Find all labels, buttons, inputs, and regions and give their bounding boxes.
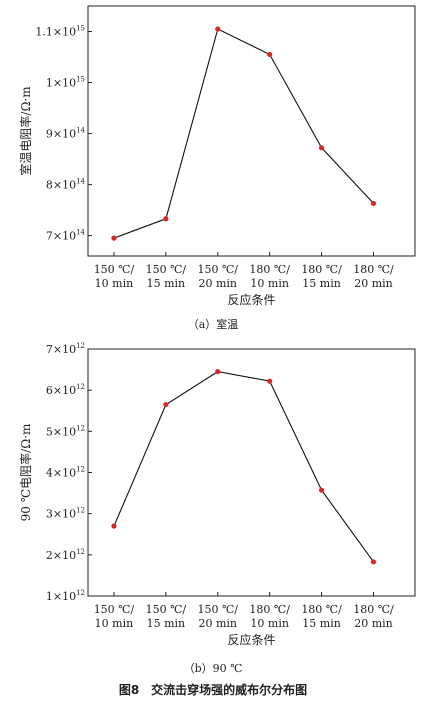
x-tick-label-b-3-line2: 10 min (250, 617, 289, 630)
y-tick-label-b-5: 6×1012 (46, 383, 85, 397)
data-point-b-3 (267, 378, 273, 384)
y-tick-label-b-1: 2×1012 (46, 548, 85, 562)
x-tick-label-a-1-line1: 150 ℃/ (146, 263, 187, 276)
x-tick-label-a-3-line1: 180 ℃/ (249, 263, 290, 276)
data-point-b-4 (318, 487, 325, 493)
plot-frame-a (87, 5, 416, 257)
x-tick-label-b-0-line2: 10 min (95, 617, 134, 630)
data-point-b-1 (163, 401, 169, 408)
y-tick-label-a-0: 7×1014 (46, 229, 86, 243)
y-tick-label-a-1: 8×1014 (46, 178, 86, 192)
x-tick-label-b-5-line1: 180 ℃/ (353, 603, 394, 616)
data-point-a-2 (215, 26, 221, 32)
y-tick-label-b-2: 3×1012 (46, 507, 85, 521)
x-axis-label-b: 反应条件 (227, 632, 275, 647)
x-tick-label-a-1-line2: 15 min (147, 277, 186, 290)
x-tick-label-a-5-line2: 20 min (354, 277, 393, 290)
x-tick-label-b-2-line1: 150 ℃/ (198, 603, 239, 616)
x-axis-label-a: 反应条件 (227, 292, 275, 307)
x-tick-label-b-3-line1: 180 ℃/ (249, 603, 290, 616)
x-tick-label-b-4-line1: 180 ℃/ (301, 603, 342, 616)
x-tick-label-a-4-line1: 180 ℃/ (301, 263, 342, 276)
y-tick-label-b-4: 5×1012 (46, 424, 85, 438)
data-point-b-5 (370, 559, 377, 565)
series-line-a (113, 28, 374, 239)
y-axis-label-b: 90 ℃电阻率/Ω·m (18, 423, 33, 521)
subcaption-b: （b）90 ℃ (183, 662, 243, 675)
y-tick-label-b-0: 1×1012 (46, 589, 85, 603)
x-tick-label-b-2-line2: 20 min (198, 617, 237, 630)
x-tick-label-b-1-line1: 150 ℃/ (146, 603, 187, 616)
data-point-b-0 (111, 523, 117, 529)
x-tick-label-a-3-line2: 10 min (250, 277, 289, 290)
data-point-a-4 (318, 145, 325, 151)
y-tick-label-a-4: 1.1×1015 (35, 25, 85, 39)
subcaption-a: （a）室温 (187, 318, 239, 331)
x-tick-label-a-2-line2: 20 min (198, 277, 237, 290)
series-line-b (113, 371, 374, 563)
data-point-a-1 (163, 216, 169, 222)
x-tick-label-a-0-line2: 10 min (95, 277, 134, 290)
data-point-a-5 (370, 200, 377, 207)
data-point-a-3 (267, 51, 273, 58)
x-tick-label-b-1-line2: 15 min (147, 617, 186, 630)
x-tick-label-a-4-line2: 15 min (302, 277, 341, 290)
y-tick-label-b-6: 7×1012 (46, 342, 85, 356)
y-axis-label-a: 室温电阻率/Ω·m (18, 86, 33, 176)
x-tick-label-b-0-line1: 150 ℃/ (94, 603, 135, 616)
x-tick-label-a-0-line1: 150 ℃/ (94, 263, 135, 276)
y-tick-label-a-3: 1×1015 (46, 76, 85, 90)
x-tick-label-b-5-line2: 20 min (354, 617, 393, 630)
figure-caption: 图8 交流击穿场强的威布尔分布图 (118, 683, 308, 697)
x-tick-label-b-4-line2: 15 min (302, 617, 341, 630)
data-point-a-0 (111, 235, 117, 241)
x-tick-label-a-5-line1: 180 ℃/ (353, 263, 394, 276)
y-tick-label-a-2: 9×1014 (46, 127, 86, 141)
y-tick-label-b-3: 4×1012 (46, 466, 85, 480)
data-point-b-2 (215, 369, 221, 375)
x-tick-label-a-2-line1: 150 ℃/ (198, 263, 239, 276)
